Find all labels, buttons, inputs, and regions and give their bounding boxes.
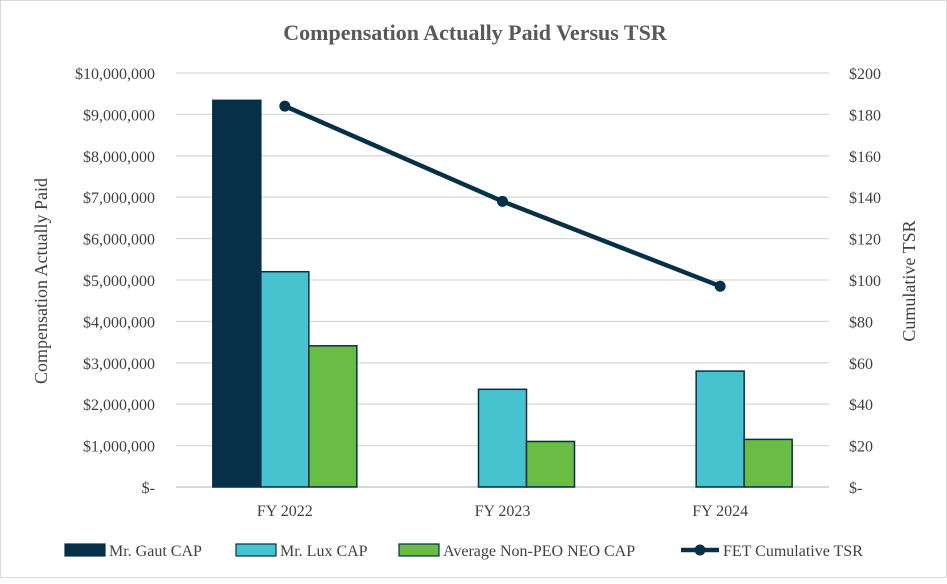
y-tick-label: $- <box>142 480 155 497</box>
x-tick-label: FY 2023 <box>475 503 531 520</box>
tsr-point <box>279 100 291 112</box>
y-tick-label: $6,000,000 <box>83 232 155 249</box>
y2-tick-label: $20 <box>849 439 873 456</box>
y-tick-label: $10,000,000 <box>75 66 155 83</box>
bar-mr-lux-cap <box>260 270 310 488</box>
y-axis-label: Compensation Actually Paid <box>31 178 51 384</box>
y-tick-label: $3,000,000 <box>83 356 155 373</box>
y2-tick-label: $180 <box>849 107 881 124</box>
y2-tick-label: $140 <box>849 190 881 207</box>
y2-tick-label: $80 <box>849 314 873 331</box>
legend-label: Mr. Gaut CAP <box>109 543 202 560</box>
y2-tick-label: $100 <box>849 273 881 290</box>
tsr-point <box>497 195 508 207</box>
tsr-point <box>714 280 726 292</box>
y2-axis-label: Cumulative TSR <box>899 220 919 341</box>
y-tick-label: $2,000,000 <box>83 397 155 414</box>
y2-tick-label: $- <box>849 480 862 497</box>
bar-mr-lux-cap <box>477 388 528 488</box>
legend-label: Mr. Lux CAP <box>280 543 368 560</box>
y2-tick-label: $200 <box>849 66 881 83</box>
chart-title: Compensation Actually Paid Versus TSR <box>283 20 668 45</box>
y-tick-label: $4,000,000 <box>83 314 155 331</box>
bar-average-non-peo-neo-cap <box>525 440 576 488</box>
y-tick-label: $8,000,000 <box>83 149 155 166</box>
y-tick-label: $7,000,000 <box>83 190 155 207</box>
bar-mr-gaut-cap <box>212 99 262 488</box>
legend-swatch <box>398 543 440 557</box>
y-tick-label: $9,000,000 <box>83 107 155 124</box>
y-tick-label: $5,000,000 <box>83 273 155 290</box>
legend-label: FET Cumulative TSR <box>723 543 863 560</box>
bar-average-non-peo-neo-cap <box>308 345 358 488</box>
bar-mr-lux-cap <box>695 370 745 488</box>
y-tick-label: $1,000,000 <box>83 439 155 456</box>
legend-swatch <box>64 543 106 557</box>
legend-marker <box>694 544 706 556</box>
x-tick-label: FY 2024 <box>692 503 748 520</box>
y2-tick-label: $120 <box>849 232 881 249</box>
y2-tick-label: $60 <box>849 356 873 373</box>
y2-tick-label: $160 <box>849 149 881 166</box>
legend-swatch <box>235 543 277 557</box>
bar-average-non-peo-neo-cap <box>743 438 793 488</box>
legend-label: Average Non-PEO NEO CAP <box>443 543 635 560</box>
y2-tick-label: $40 <box>849 397 873 414</box>
x-tick-label: FY 2022 <box>257 503 313 520</box>
